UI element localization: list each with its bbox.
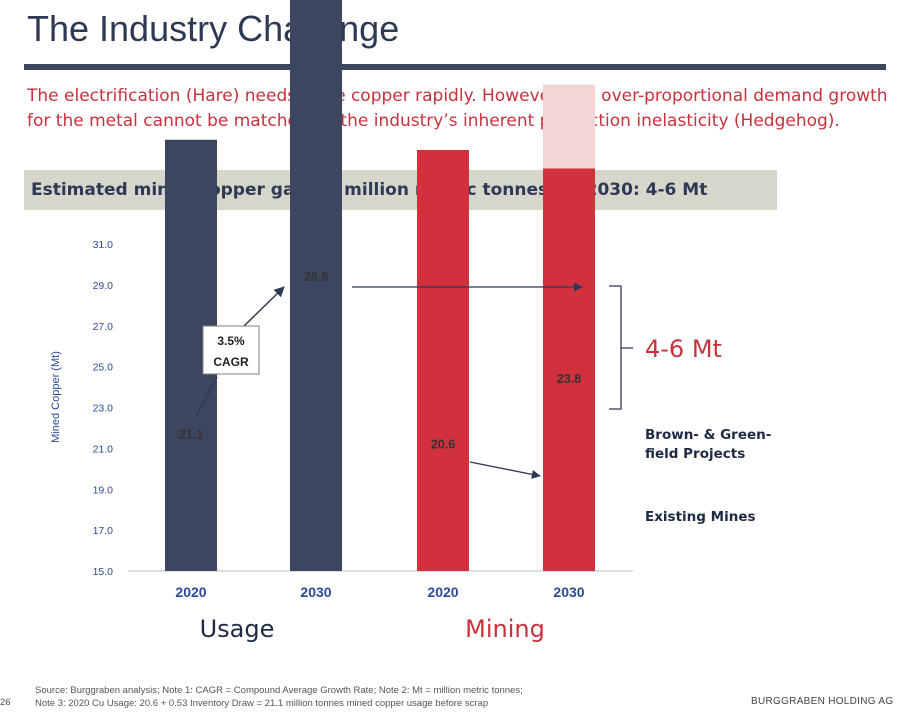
- y-tick-label: 15.0: [93, 566, 114, 578]
- copper-gap-chart: 15.0 17.0 19.0 21.0 23.0 25.0 27.0 29.0 31.0 21.…: [50, 0, 771, 643]
- existing-mines-arrow: [469, 461, 541, 479]
- company-name: BURGGRABEN HOLDING AG: [751, 696, 894, 707]
- data-label: 21.1: [179, 427, 203, 441]
- group-label-mining: Mining: [465, 615, 545, 643]
- x-tick-label: 2030: [300, 584, 331, 600]
- bar-mining-2030-existing-mines: [543, 168, 595, 571]
- footnote-line-1: Source: Burggraben analysis; Note 1: CAG…: [35, 685, 523, 696]
- cagr-arrow-upper: [243, 286, 285, 327]
- bar-usage-2030-usage: [290, 0, 342, 571]
- y-tick-label: 25.0: [93, 362, 114, 374]
- group-label-usage: Usage: [200, 615, 275, 643]
- legend-projects-line2: field Projects: [645, 446, 745, 462]
- y-tick-label: 17.0: [93, 525, 114, 537]
- title-rule: [24, 64, 886, 70]
- y-tick-label: 27.0: [93, 321, 114, 333]
- bar-mining-2030-brown-green-field-projects: [543, 84, 595, 169]
- data-label: 28.8: [304, 270, 328, 284]
- cagr-value: 3.5%: [217, 334, 245, 348]
- data-label: 23.8: [557, 372, 581, 386]
- cagr-arrow-lower: [195, 376, 218, 418]
- cagr-box: [202, 325, 260, 375]
- legend-existing-mines: Existing Mines: [645, 509, 756, 525]
- page-subtitle: The electrification (Hare) needs more co…: [27, 86, 888, 131]
- gap-bracket: [609, 285, 633, 410]
- y-tick-label: 19.0: [93, 484, 114, 496]
- cagr-label: CAGR: [213, 355, 249, 369]
- y-tick-label: 21.0: [93, 443, 114, 455]
- page-number: 26: [0, 697, 11, 708]
- y-tick-label: 29.0: [93, 280, 114, 292]
- x-tick-label: 2020: [427, 584, 458, 600]
- data-label: 20.6: [431, 438, 455, 452]
- footnote-line-2: Note 3: 2020 Cu Usage: 20.6 + 0.53 Inven…: [35, 698, 489, 709]
- y-axis-title: Mined Copper (Mt): [50, 351, 62, 443]
- x-tick-label: 2020: [175, 584, 206, 600]
- bar-mining-2020-existing-mines: [417, 149, 469, 572]
- x-tick-label: 2030: [553, 584, 584, 600]
- y-tick-label: 23.0: [93, 403, 114, 415]
- footnote: Source: Burggraben analysis; Note 1: CAG…: [35, 684, 523, 710]
- gap-label: 4-6 Mt: [645, 335, 722, 363]
- y-tick-label: 31.0: [93, 239, 114, 251]
- legend-projects-line1: Brown- & Green-: [645, 427, 771, 443]
